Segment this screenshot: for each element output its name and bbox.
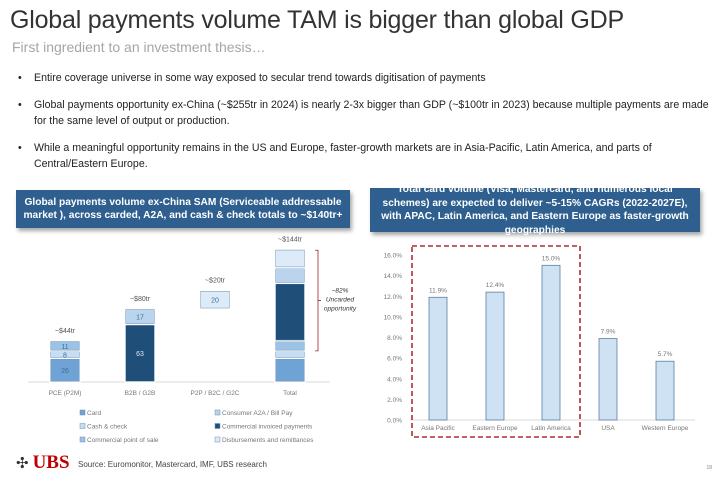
legend-swatch (214, 409, 221, 416)
bar (541, 264, 561, 421)
left-chart-header: Global payments volume ex-China SAM (Ser… (16, 190, 350, 228)
legend-label: Card (87, 410, 101, 417)
legend-swatch (214, 436, 221, 443)
bar-segment (274, 282, 306, 342)
y-tick-label: 14.0% (384, 273, 403, 280)
category-label: Latin America (531, 425, 571, 432)
stacked-bar-chart: 26 8 11 ~$44tr PCE (P2M) 63 17 ~$80tr B2B / G2B 2… (28, 236, 357, 444)
category-label: B2B / G2B (125, 390, 156, 397)
bar-segment (274, 248, 306, 269)
bar-segment-outline (275, 351, 305, 358)
data-label: 63 (136, 351, 144, 358)
legend-label: Consumer A2A / Bill Pay (222, 410, 293, 417)
bar-segment-outline (275, 268, 305, 283)
ubs-logo: ✣ UBS (16, 452, 70, 474)
bar-segment (274, 340, 306, 352)
total-label: ~$80tr (130, 296, 151, 303)
bracket (315, 249, 321, 352)
category-label: USA (601, 425, 615, 432)
category-label: Asia Pacific (421, 425, 455, 432)
bar-segment (124, 308, 156, 326)
legend-swatch (79, 409, 86, 416)
bar-segment (124, 323, 156, 383)
annotation-text: Uncarded (326, 297, 355, 304)
bar-segment (49, 340, 81, 352)
page-subtitle: First ingredient to an investment thesis… (12, 39, 266, 55)
data-label: 8 (63, 353, 67, 360)
bullet-item: Entire coverage universe in some way exp… (16, 70, 716, 86)
bar-segment (274, 357, 306, 383)
legend-swatch (79, 423, 86, 429)
data-label: 26 (61, 368, 69, 375)
legend-swatch (79, 436, 86, 443)
data-label: 11 (61, 344, 68, 351)
page-title: Global payments volume TAM is bigger tha… (10, 6, 624, 34)
total-label: ~$144tr (278, 236, 303, 243)
legend-swatch (214, 423, 221, 429)
bar-segment-outline (200, 291, 230, 309)
logo-text: UBS (32, 452, 70, 473)
bullet-item: Global payments opportunity ex-China (~$… (16, 97, 716, 129)
y-tick-label: 16.0% (384, 253, 403, 260)
bar-segment-outline (50, 351, 80, 358)
y-tick-label: 8.0% (387, 335, 402, 342)
total-label: ~$44tr (55, 328, 76, 335)
annotation-percent: ~82% (332, 288, 349, 295)
category-label: Western Europe (642, 425, 689, 432)
y-tick-label: 4.0% (387, 376, 402, 383)
legend-label: Commercial invoiced payments (222, 424, 313, 431)
right-chart-header: Total card volume (Visa, Mastercard, and… (370, 184, 700, 236)
y-tick-label: 0.0% (387, 418, 402, 425)
bar-segment (199, 289, 231, 310)
source-note: Source: Euromonitor, Mastercard, IMF, UB… (78, 460, 267, 469)
bar-segment-outline (50, 341, 80, 351)
bar (598, 338, 618, 421)
category-label: Total (283, 390, 297, 397)
y-tick-label: 10.0% (384, 314, 403, 321)
value-label: 15.0% (542, 255, 561, 262)
data-label: 17 (136, 315, 144, 322)
y-tick-label: 2.0% (387, 397, 402, 404)
page-number: 18 (706, 465, 712, 471)
legend-label: Cash & check (87, 424, 128, 431)
value-label: 5.7% (658, 351, 673, 358)
highlight-box (411, 245, 581, 438)
bar-segment-outline (125, 309, 155, 324)
bar-segment (274, 350, 306, 359)
bar (428, 296, 448, 421)
bullet-list: Entire coverage universe in some way exp… (16, 70, 716, 183)
bar-segment-outline (275, 341, 305, 351)
bar (655, 360, 675, 421)
y-tick-label: 12.0% (384, 294, 403, 301)
bullet-item: While a meaningful opportunity remains i… (16, 140, 716, 172)
y-tick-label: 6.0% (387, 356, 402, 363)
value-label: 7.9% (601, 329, 616, 336)
legend-label: Commercial point of sale (87, 437, 159, 444)
bar-segment (274, 266, 306, 284)
category-label: P2P / B2C / G2C (190, 390, 239, 397)
category-label: PCE (P2M) (49, 390, 82, 397)
total-label: ~$20tr (205, 278, 226, 285)
value-label: 12.4% (486, 282, 505, 289)
legend-label: Disbursements and remittances (222, 437, 314, 444)
cagr-bar-chart: 0.0% 2.0% 4.0% 6.0% 8.0% 10.0% 12.0% 14.0% 16.0%… (384, 245, 695, 438)
bar-segment-outline (125, 324, 155, 382)
bar-segment-outline (275, 249, 305, 268)
bar (485, 291, 505, 421)
value-label: 11.9% (429, 287, 447, 294)
keys-icon: ✣ (16, 455, 29, 472)
category-label: Eastern Europe (472, 425, 518, 432)
annotation-text: opportunity (324, 306, 357, 313)
data-label: 20 (211, 298, 219, 305)
